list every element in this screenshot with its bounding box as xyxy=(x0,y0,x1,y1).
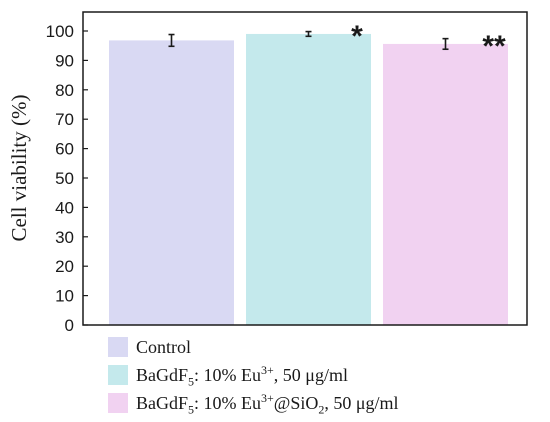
y-tick-label: 70 xyxy=(55,110,74,129)
error-bars-group xyxy=(168,30,449,51)
y-tick-label: 50 xyxy=(55,169,74,188)
legend-item-control: Control xyxy=(108,334,399,360)
significance-mark-3: ** xyxy=(482,30,506,63)
error-bar-1 xyxy=(168,33,175,48)
legend-label-control: Control xyxy=(136,337,191,358)
plot-frame xyxy=(82,11,528,326)
legend-swatch-control xyxy=(108,337,128,357)
legend-item-bagdf5-eu: BaGdF5: 10% Eu3+, 50 μg/ml xyxy=(108,362,399,388)
error-bar-2 xyxy=(305,30,312,38)
legend: Control BaGdF5: 10% Eu3+, 50 μg/ml BaGdF… xyxy=(108,334,399,418)
y-tick-label: 80 xyxy=(55,81,74,100)
legend-label-control-text: Control xyxy=(136,336,192,357)
bars-group xyxy=(109,33,508,326)
y-tick-label: 60 xyxy=(55,140,74,159)
significance-marks-group: * ** xyxy=(351,20,506,63)
bar-2 xyxy=(246,33,371,325)
y-tick-label: 90 xyxy=(55,51,74,70)
bar-1 xyxy=(109,40,234,326)
legend-swatch-bagdf5-eu xyxy=(108,365,128,385)
y-tick-label: 20 xyxy=(55,257,74,276)
legend-item-bagdf5-eu-sio2: BaGdF5: 10% Eu3+@SiO2, 50 μg/ml xyxy=(108,390,399,416)
legend-swatch-bagdf5-eu-sio2 xyxy=(108,393,128,413)
legend-label-bagdf5-eu-sio2: BaGdF5: 10% Eu3+@SiO2, 50 μg/ml xyxy=(136,390,399,417)
significance-mark-2: * xyxy=(351,20,363,53)
legend-label-bagdf5-eu: BaGdF5: 10% Eu3+, 50 μg/ml xyxy=(136,362,348,389)
y-axis-ticks: 0 10 20 30 40 50 60 70 80 90 100 xyxy=(46,22,88,332)
bar-3 xyxy=(383,43,508,325)
y-tick-label: 40 xyxy=(55,198,74,217)
y-axis-title: Cell viability (%) xyxy=(7,95,31,242)
y-tick-label: 0 xyxy=(65,316,74,332)
y-tick-label: 100 xyxy=(46,22,74,41)
error-bar-3 xyxy=(442,37,449,51)
y-tick-label: 30 xyxy=(55,228,74,247)
y-tick-label: 10 xyxy=(55,287,74,306)
